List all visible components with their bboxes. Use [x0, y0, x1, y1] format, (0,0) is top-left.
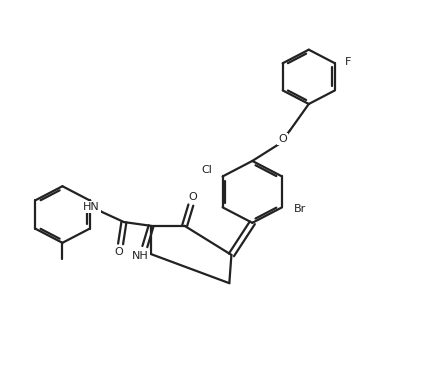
Text: F: F: [345, 57, 352, 68]
Text: HN: HN: [83, 202, 100, 212]
Text: NH: NH: [132, 251, 149, 261]
Text: Cl: Cl: [201, 165, 212, 175]
Text: O: O: [189, 192, 197, 202]
Text: O: O: [278, 134, 287, 144]
Text: O: O: [114, 247, 123, 257]
Text: O: O: [139, 250, 147, 260]
Text: Br: Br: [293, 204, 306, 214]
